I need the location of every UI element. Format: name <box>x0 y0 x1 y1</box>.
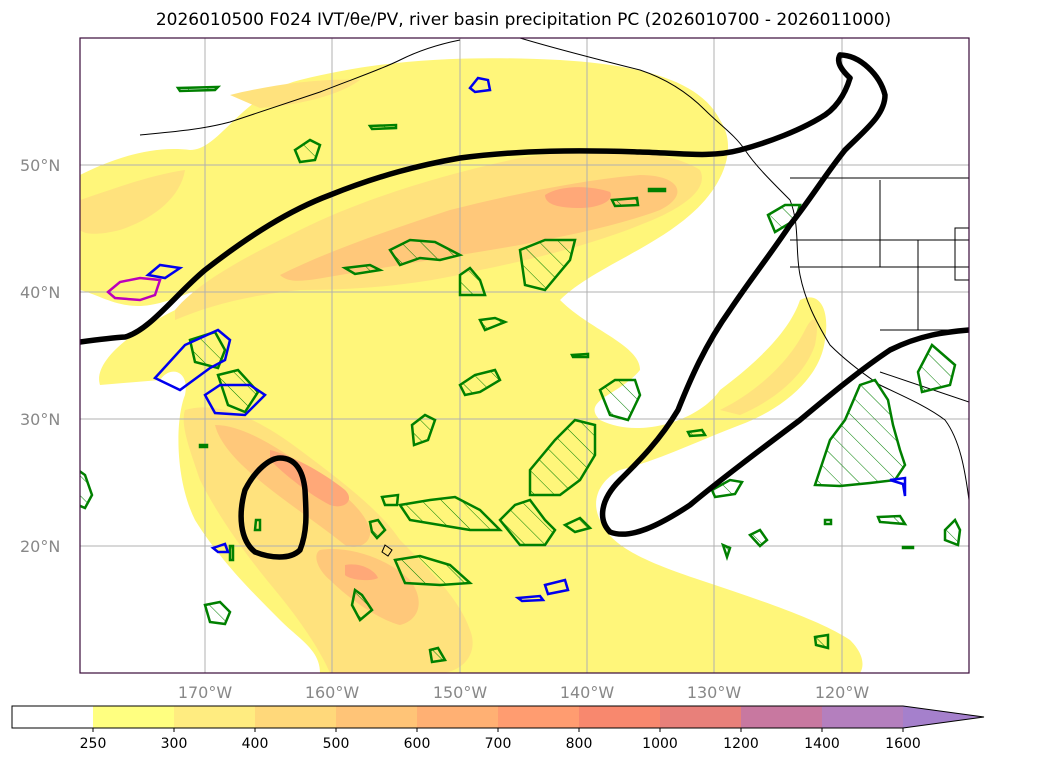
colorbar-segment <box>417 706 498 728</box>
colorbar: 250 300 400 500 600 700 800 1000 1200 1400 1600 <box>11 705 985 752</box>
colorbar-segment <box>174 706 255 728</box>
map-frame <box>79 37 970 674</box>
colorbar-tick-label: 250 <box>80 736 107 752</box>
lon-label-150w: 150°W <box>433 683 488 702</box>
lon-label-120w: 120°W <box>815 683 870 702</box>
colorbar-tick-label: 600 <box>404 736 431 752</box>
lon-label-160w: 160°W <box>305 683 360 702</box>
colorbar-tick-label: 1000 <box>642 736 678 752</box>
colorbar-segment <box>741 706 822 728</box>
colorbar-segment <box>498 706 579 728</box>
precip-contour-magenta <box>106 276 162 302</box>
lon-label-140w: 140°W <box>560 683 615 702</box>
colorbar-tick-label: 1400 <box>804 736 840 752</box>
colorbar-tick-label: 300 <box>161 736 188 752</box>
colorbar-tick-label: 500 <box>323 736 350 752</box>
precip-contours-blue <box>145 76 907 603</box>
map-title: 2026010500 F024 IVT/θe/PV, river basin p… <box>155 10 892 30</box>
lat-label-20: 20°N <box>20 537 60 556</box>
colorbar-tick-label: 400 <box>242 736 269 752</box>
lon-labels: 170°W 160°W 150°W 140°W 130°W 120°W <box>178 683 870 702</box>
graticule <box>80 38 969 673</box>
lat-labels: 50°N 40°N 30°N 20°N <box>20 156 60 556</box>
colorbar-segment <box>336 706 417 728</box>
lon-label-170w: 170°W <box>178 683 233 702</box>
coastlines <box>139 38 969 557</box>
lon-label-130w: 130°W <box>687 683 742 702</box>
colorbar-tick-label: 1600 <box>885 736 921 752</box>
colorbar-segment <box>660 706 741 728</box>
lat-label-30: 30°N <box>20 410 60 429</box>
colorbar-outline <box>11 705 985 729</box>
lat-label-50: 50°N <box>20 156 60 175</box>
colorbar-segment <box>93 706 174 728</box>
thick-contours <box>80 52 969 560</box>
precip-contours-green <box>80 85 962 664</box>
colorbar-tick-label: 800 <box>566 736 593 752</box>
colorbar-tick-label: 700 <box>485 736 512 752</box>
colorbar-segment <box>12 706 93 728</box>
colorbar-segment <box>822 706 903 728</box>
lat-label-40: 40°N <box>20 283 60 302</box>
colorbar-segment <box>255 706 336 728</box>
colorbar-segment <box>579 706 660 728</box>
colorbar-tick-label: 1200 <box>723 736 759 752</box>
colorbar-extend-arrow <box>903 706 984 728</box>
